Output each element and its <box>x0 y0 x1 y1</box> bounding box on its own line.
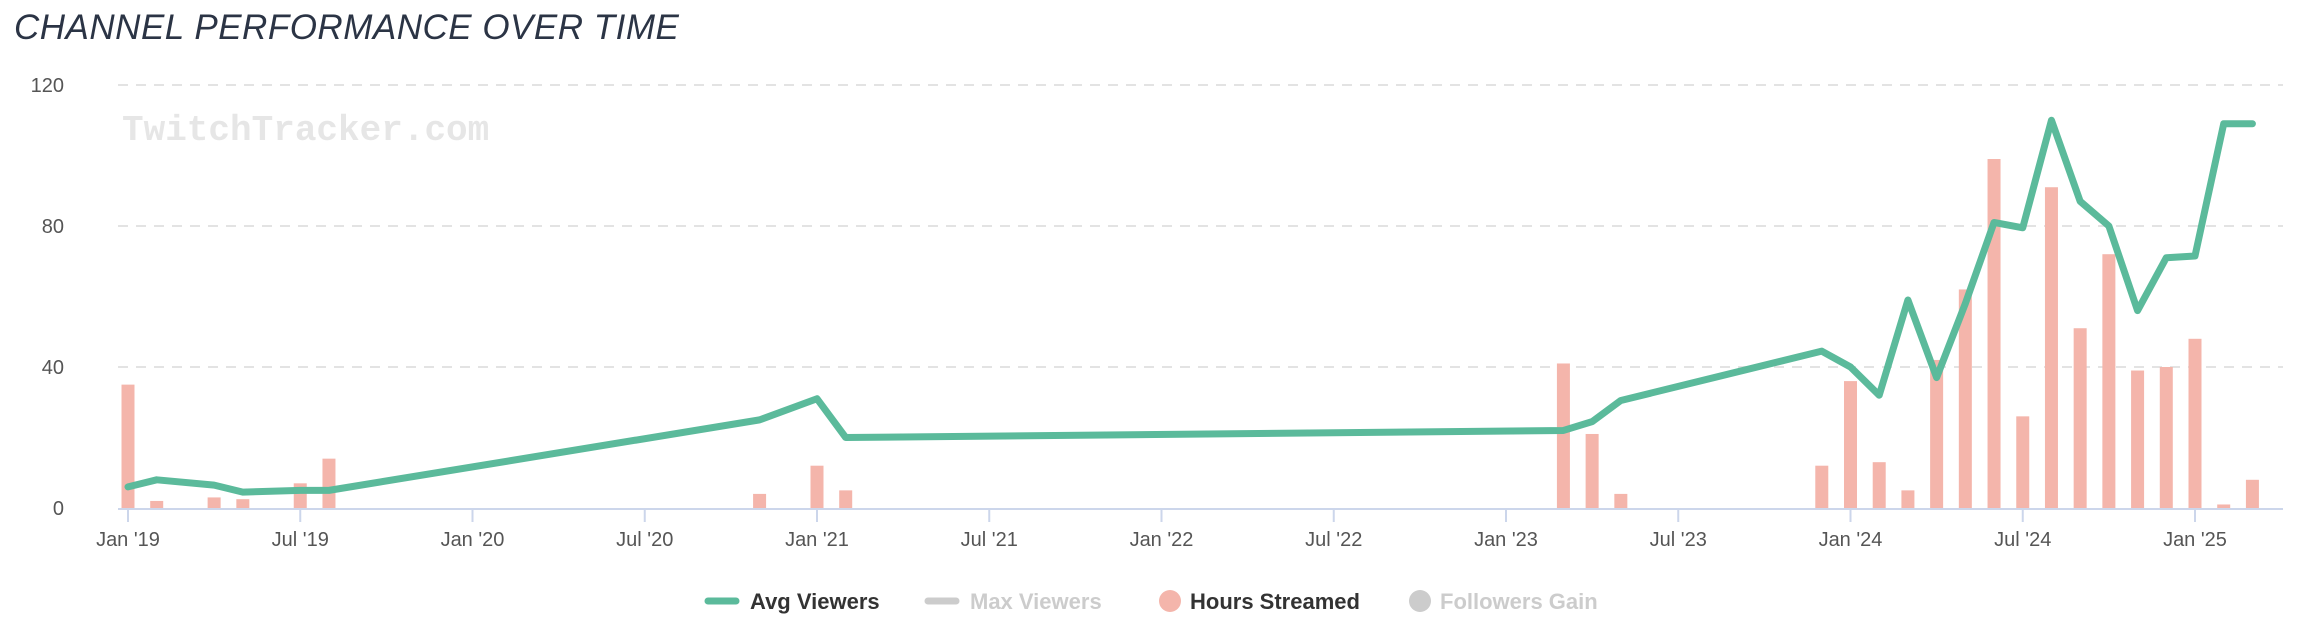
bar-hours-streamed <box>1614 493 1628 508</box>
bar-hours-streamed <box>322 458 336 508</box>
bar-hours-streamed <box>1872 462 1886 508</box>
x-tick-label: Jul '20 <box>616 529 673 551</box>
bar-hours-streamed <box>236 499 250 508</box>
x-tick-label: Jan '25 <box>2163 529 2227 551</box>
bar-hours-streamed <box>1844 381 1857 508</box>
x-tick-label: Jan '20 <box>441 529 505 551</box>
bar-hours-streamed <box>2102 254 2116 508</box>
bar-hours-streamed <box>2245 479 2259 508</box>
bar-hours-streamed <box>121 384 135 508</box>
bar-hours-streamed <box>2044 187 2058 508</box>
legend-item-max-viewers[interactable]: Max Viewers <box>970 589 1102 614</box>
x-tick-label: Jul '21 <box>961 529 1018 551</box>
y-tick-label: 0 <box>53 498 64 520</box>
legend-item-followers-gain[interactable]: Followers Gain <box>1440 589 1598 614</box>
bar-hours-streamed <box>1556 363 1570 508</box>
bar-hours-streamed <box>150 500 164 508</box>
bar-hours-streamed <box>810 465 824 508</box>
x-tick-label: Jan '23 <box>1474 529 1538 551</box>
bar-hours-streamed <box>839 490 853 508</box>
x-tick-label: Jul '19 <box>272 529 329 551</box>
bar-hours-streamed <box>2131 370 2145 508</box>
y-tick-label: 40 <box>42 357 64 379</box>
y-tick-label: 80 <box>42 216 64 238</box>
line-avg-viewers <box>124 116 2256 496</box>
legend-item-avg-viewers[interactable]: Avg Viewers <box>750 589 880 614</box>
x-tick-label: Jul '23 <box>1650 529 1707 551</box>
legend-circle-icon <box>1409 590 1431 612</box>
watermark: TwitchTracker.com <box>122 110 489 151</box>
legend-circle-icon <box>1159 590 1181 612</box>
x-tick-label: Jul '22 <box>1305 529 1362 551</box>
bar-hours-streamed <box>2159 367 2173 508</box>
bar-hours-streamed <box>753 493 767 508</box>
chart-title: CHANNEL PERFORMANCE OVER TIME <box>14 8 680 47</box>
legend-item-hours-streamed[interactable]: Hours Streamed <box>1190 589 1360 614</box>
x-tick-label: Jan '19 <box>96 529 160 551</box>
bar-hours-streamed <box>1958 289 1972 508</box>
bar-hours-streamed <box>2016 416 2030 508</box>
bar-hours-streamed <box>1901 490 1915 508</box>
bar-hours-streamed <box>2188 338 2202 508</box>
x-tick-label: Jan '24 <box>1819 529 1883 551</box>
bar-hours-streamed <box>1930 359 1944 508</box>
bar-hours-streamed <box>207 497 221 508</box>
x-tick-label: Jul '24 <box>1994 529 2051 551</box>
bar-hours-streamed <box>2217 504 2231 508</box>
bar-hours-streamed <box>1585 433 1599 508</box>
x-tick-label: Jan '21 <box>785 529 849 551</box>
x-tick-label: Jan '22 <box>1130 529 1194 551</box>
bar-hours-streamed <box>1815 465 1829 508</box>
y-tick-label: 120 <box>31 75 64 97</box>
bar-hours-streamed <box>2073 328 2087 508</box>
bar-hours-streamed <box>1987 159 2001 508</box>
